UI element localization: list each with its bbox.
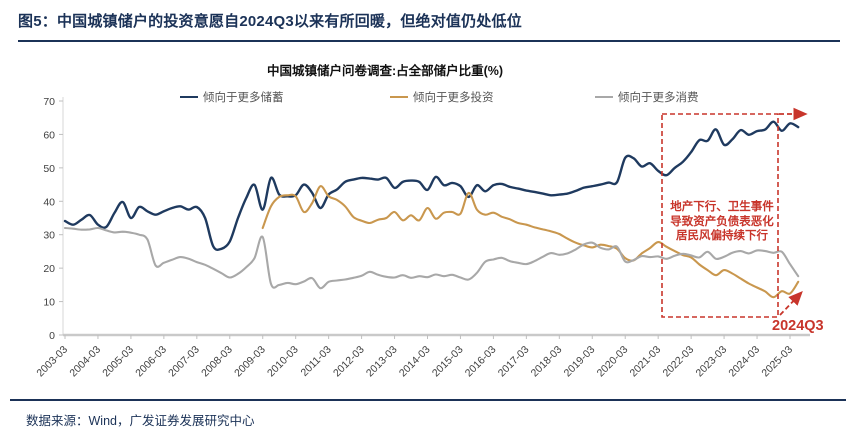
x-axis-tick-label: 2013-03 xyxy=(364,344,400,380)
series-line-1 xyxy=(261,185,800,299)
x-axis-tick-label: 2024-03 xyxy=(726,344,762,380)
x-axis-tick-label: 2017-03 xyxy=(496,344,532,380)
x-axis-tick-label: 2023-03 xyxy=(693,344,729,380)
footer-divider xyxy=(10,399,846,401)
arrow-up-right xyxy=(779,291,803,316)
legend-label-investment: 倾向于更多投资 xyxy=(413,92,494,104)
legend-swatch-savings xyxy=(180,95,198,99)
x-axis-tick-label: 2006-03 xyxy=(133,344,169,380)
annotation-line-3: 居民风偏持续下行 xyxy=(676,230,768,242)
legend-item-investment: 倾向于更多投资 xyxy=(390,89,494,105)
y-axis-tick-label: 0 xyxy=(49,330,55,342)
data-source: 数据来源：Wind，广发证券发展研究中心 xyxy=(26,414,255,428)
y-axis-tick-label: 50 xyxy=(43,163,55,175)
x-axis-tick-label: 2016-03 xyxy=(463,344,499,380)
highlight-box xyxy=(661,113,779,318)
y-axis-tick-label: 70 xyxy=(43,96,55,108)
x-axis-tick-label: 2004-03 xyxy=(67,344,103,380)
x-axis-tick-label: 2020-03 xyxy=(595,344,631,380)
title-divider xyxy=(18,40,840,42)
figure-title: 图5：中国城镇储户的投资意愿自2024Q3以来有所回暖，但绝对值仍处低位 xyxy=(18,13,522,30)
legend-item-savings: 倾向于更多储蓄 xyxy=(180,89,284,105)
legend-swatch-investment xyxy=(390,95,408,99)
x-axis-tick-label: 2003-03 xyxy=(34,344,70,380)
x-axis-tick-label: 2018-03 xyxy=(529,344,565,380)
x-axis-tick-label: 2022-03 xyxy=(661,344,697,380)
series-line-2 xyxy=(63,226,800,290)
x-axis-tick-label: 2014-03 xyxy=(397,344,433,380)
y-axis-tick-label: 30 xyxy=(43,230,55,242)
x-axis-tick-label: 2009-03 xyxy=(232,344,268,380)
series-line-0 xyxy=(63,120,800,252)
x-axis-tick-label: 2011-03 xyxy=(299,344,334,379)
legend-label-consumption: 倾向于更多消费 xyxy=(618,92,699,104)
y-axis-tick-label: 10 xyxy=(43,297,55,309)
annotation-text: 地产下行、卫生事件 导致资产负债表恶化 居民风偏持续下行 xyxy=(657,200,787,244)
x-axis-tick-label: 2007-03 xyxy=(166,344,202,380)
x-axis-tick-label: 2010-03 xyxy=(265,344,301,380)
legend-label-savings: 倾向于更多储蓄 xyxy=(203,92,284,104)
y-axis-tick-label: 60 xyxy=(43,129,55,141)
legend-swatch-consumption xyxy=(595,95,613,99)
annotation-line-2: 导致资产负债表恶化 xyxy=(670,215,774,228)
y-axis-tick-label: 40 xyxy=(43,196,55,208)
x-axis-tick-label: 2012-03 xyxy=(331,344,367,380)
x-axis-tick-label: 2008-03 xyxy=(199,344,235,380)
x-axis-tick-label: 2021-03 xyxy=(628,344,664,380)
x-axis-tick-label: 2005-03 xyxy=(100,344,136,380)
y-axis-tick-label: 20 xyxy=(43,263,55,275)
chart-title: 中国城镇储户问卷调查:占全部储户比重(%) xyxy=(266,64,504,78)
legend-item-consumption: 倾向于更多消费 xyxy=(595,89,699,105)
x-axis-tick-label: 2019-03 xyxy=(562,344,598,380)
x-axis-tick-label: 2015-03 xyxy=(430,344,466,380)
x-axis-tick-label: 2025-03 xyxy=(759,344,795,380)
annotation-line-1: 地产下行、卫生事件 xyxy=(670,201,774,213)
annotation-2024q3-label: 2024Q3 xyxy=(772,318,824,334)
